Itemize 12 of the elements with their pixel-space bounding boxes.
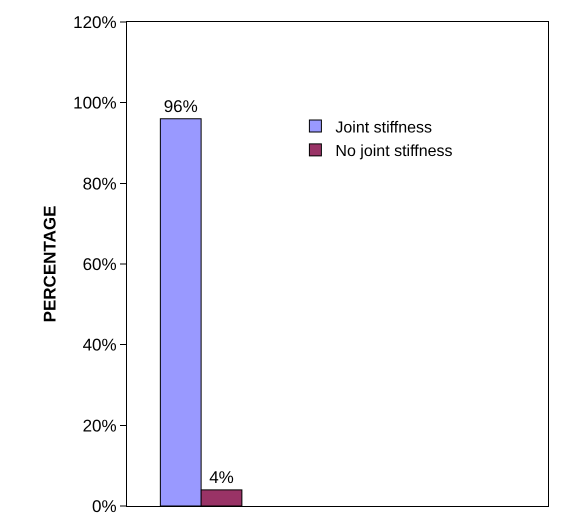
legend-label: No joint stiffness xyxy=(335,143,452,160)
y-tick-label: 40% xyxy=(82,336,117,355)
data-label: 4% xyxy=(209,468,234,487)
y-tick-label: 80% xyxy=(82,174,117,194)
y-tick-label: 20% xyxy=(82,416,117,436)
legend-label: Joint stiffness xyxy=(335,119,432,136)
y-tick-label: 0% xyxy=(92,496,117,516)
data-label: 96% xyxy=(164,96,198,116)
y-axis-title: PERCENTAGE xyxy=(40,206,60,322)
y-tick-label: 100% xyxy=(73,94,117,113)
y-tick-label: 120% xyxy=(73,12,117,32)
y-tick-label: 60% xyxy=(82,254,117,274)
